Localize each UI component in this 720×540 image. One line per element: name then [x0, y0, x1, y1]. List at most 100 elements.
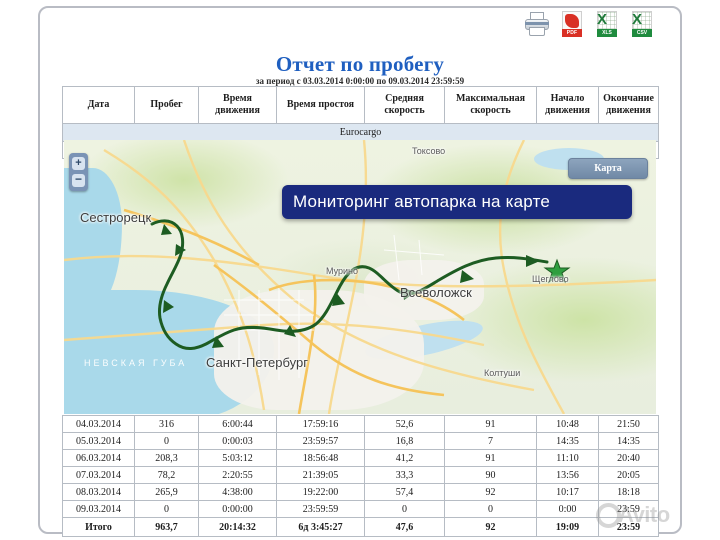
- promo-banner: Мониторинг автопарка на карте: [282, 185, 632, 219]
- column-header: Начало движения: [536, 86, 599, 124]
- column-header: Средняя скорость: [364, 86, 445, 124]
- table-cell: 21:50: [598, 415, 659, 433]
- table-total-cell: Итого: [62, 517, 135, 537]
- csv-export-icon[interactable]: X CSV: [629, 10, 655, 38]
- table-cell: 92: [444, 483, 537, 501]
- map-roads-and-route: [64, 140, 656, 414]
- zoom-in-button[interactable]: +: [72, 157, 85, 170]
- printer-paper-out: [529, 27, 545, 36]
- table-cell: 06.03.2014: [62, 449, 135, 467]
- map-type-button[interactable]: Карта: [568, 158, 648, 179]
- table-cell: 0:00: [536, 500, 599, 518]
- table-cell: 13:56: [536, 466, 599, 484]
- table-cell: 04.03.2014: [62, 415, 135, 433]
- pdf-logo: [565, 14, 579, 28]
- table-cell: 0: [134, 432, 199, 450]
- table-total-cell: 47,6: [364, 517, 445, 537]
- label-koltushi: Колтуши: [484, 368, 521, 378]
- table-cell: 0: [364, 500, 445, 518]
- table-cell: 14:35: [536, 432, 599, 450]
- table-cell: 09.03.2014: [62, 500, 135, 518]
- table-header-row: Дата Пробег Время движения Время простоя Сред…: [62, 86, 659, 124]
- table-cell: 23:59:57: [276, 432, 365, 450]
- table-cell: 208,3: [134, 449, 199, 467]
- table-cell: 52,6: [364, 415, 445, 433]
- table-total-row: Итого 963,7 20:14:32 6д 3:45:27 47,6 92 19:09 2…: [62, 517, 659, 537]
- group-row: Eurocargo: [62, 123, 659, 142]
- column-header: Дата: [62, 86, 135, 124]
- table-row[interactable]: 08.03.2014 265,9 4:38:00 19:22:00 57,4 92 10:1…: [62, 483, 659, 501]
- page-title: Отчет по пробегу: [275, 52, 445, 76]
- table-cell: 78,2: [134, 466, 199, 484]
- table-row[interactable]: 07.03.2014 78,2 2:20:55 21:39:05 33,3 90 13:56…: [62, 466, 659, 484]
- column-header: Время движения: [198, 86, 277, 124]
- table-cell: 91: [444, 449, 537, 467]
- watermark-circle: [596, 503, 621, 528]
- table-cell: 08.03.2014: [62, 483, 135, 501]
- table-row[interactable]: 06.03.2014 208,3 5:03:12 18:56:48 41,2 91 11:1…: [62, 449, 659, 467]
- watermark-text: Avito: [618, 502, 670, 527]
- map-panel[interactable]: + − Карта ТоксовоЮккиСестрорецкМуриноВсе…: [64, 140, 656, 414]
- label-sheglovo: Щеглово: [532, 274, 569, 284]
- table-cell: 0: [134, 500, 199, 518]
- xls-export-icon[interactable]: X XLS: [594, 10, 620, 38]
- table-row[interactable]: 04.03.2014 316 6:00:44 17:59:16 52,6 91 10:48 2…: [62, 415, 659, 433]
- group-label: Eurocargo: [62, 123, 659, 142]
- zoom-out-button[interactable]: −: [72, 173, 85, 187]
- column-header: Пробег: [134, 86, 199, 124]
- printer-band: [525, 22, 549, 25]
- print-icon[interactable]: [524, 10, 550, 38]
- table-total-cell: 92: [444, 517, 537, 537]
- column-header: Окончание движения: [598, 86, 659, 124]
- table-cell: 23:59:59: [276, 500, 365, 518]
- table-total-cell: 6д 3:45:27: [276, 517, 365, 537]
- table-cell: 05.03.2014: [62, 432, 135, 450]
- table-cell: 17:59:16: [276, 415, 365, 433]
- table-row[interactable]: 05.03.2014 0 0:00:03 23:59:57 16,8 7 14:35 14:3…: [62, 432, 659, 450]
- pdf-export-icon[interactable]: PDF: [559, 10, 585, 38]
- label-sestroretsk: Сестрорецк: [80, 210, 152, 225]
- table-cell: 07.03.2014: [62, 466, 135, 484]
- table-cell: 10:17: [536, 483, 599, 501]
- table-cell: 18:18: [598, 483, 659, 501]
- table-cell: 2:20:55: [198, 466, 277, 484]
- label-nevskaya-guba: НЕВСКАЯ ГУБА: [84, 358, 188, 368]
- table-cell: 18:56:48: [276, 449, 365, 467]
- export-toolbar: PDF X XLS X CSV: [524, 10, 655, 38]
- label-toksovo: Токсово: [412, 146, 446, 156]
- report-period: за период с 03.03.2014 0:00:00 по 09.03.…: [255, 76, 465, 86]
- table-cell: 0:00:00: [198, 500, 277, 518]
- avito-watermark: Avito: [596, 500, 714, 534]
- map-water-north: [64, 168, 122, 308]
- map-zoom-control[interactable]: + −: [69, 153, 88, 191]
- table-cell: 5:03:12: [198, 449, 277, 467]
- pdf-tag-label: PDF: [562, 29, 582, 37]
- table-cell: 316: [134, 415, 199, 433]
- table-cell: 10:48: [536, 415, 599, 433]
- xls-tag-label: XLS: [597, 29, 617, 37]
- xls-x-glyph: X: [596, 11, 607, 28]
- label-saint-petersburg: Санкт-Петербург: [206, 355, 308, 370]
- table-row[interactable]: 09.03.2014 0 0:00:00 23:59:59 0 0 0:00 23:59: [62, 500, 659, 518]
- table-cell: 14:35: [598, 432, 659, 450]
- table-cell: 19:22:00: [276, 483, 365, 501]
- table-cell: 91: [444, 415, 537, 433]
- table-cell: 7: [444, 432, 537, 450]
- table-cell: 57,4: [364, 483, 445, 501]
- table-cell: 16,8: [364, 432, 445, 450]
- csv-x-glyph: X: [631, 11, 642, 28]
- table-cell: 0: [444, 500, 537, 518]
- label-vsevolozhsk: Всеволожск: [400, 285, 472, 300]
- table-total-cell: 19:09: [536, 517, 599, 537]
- label-murino: Мурино: [326, 266, 359, 276]
- table-cell: 90: [444, 466, 537, 484]
- promo-banner-text: Мониторинг автопарка на карте: [293, 192, 551, 211]
- table-cell: 4:38:00: [198, 483, 277, 501]
- column-header: Время простоя: [276, 86, 365, 124]
- table-cell: 41,2: [364, 449, 445, 467]
- table-total-cell: 20:14:32: [198, 517, 277, 537]
- column-header: Максимальная скорость: [444, 86, 537, 124]
- table-cell: 0:00:03: [198, 432, 277, 450]
- table-cell: 20:40: [598, 449, 659, 467]
